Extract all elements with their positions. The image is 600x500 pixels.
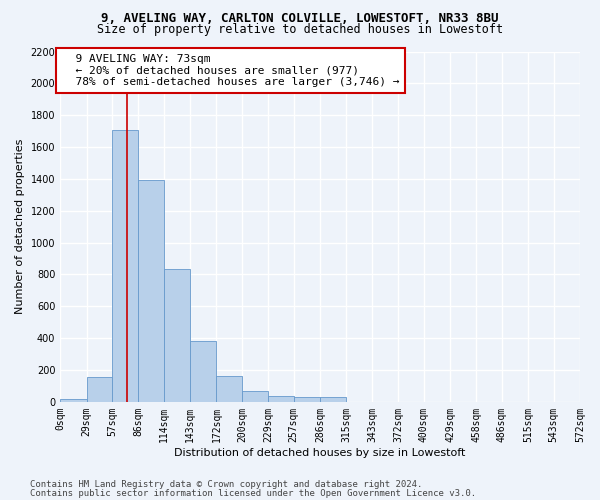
Bar bbox=[164, 269, 190, 402]
Bar bbox=[320, 397, 346, 402]
Y-axis label: Number of detached properties: Number of detached properties bbox=[15, 139, 25, 314]
Text: Contains public sector information licensed under the Open Government Licence v3: Contains public sector information licen… bbox=[30, 488, 476, 498]
X-axis label: Distribution of detached houses by size in Lowestoft: Distribution of detached houses by size … bbox=[175, 448, 466, 458]
Bar bbox=[217, 376, 242, 402]
Text: 9 AVELING WAY: 73sqm
  ← 20% of detached houses are smaller (977)
  78% of semi-: 9 AVELING WAY: 73sqm ← 20% of detached h… bbox=[62, 54, 400, 87]
Bar bbox=[112, 130, 139, 402]
Bar bbox=[242, 392, 268, 402]
Text: 9, AVELING WAY, CARLTON COLVILLE, LOWESTOFT, NR33 8BU: 9, AVELING WAY, CARLTON COLVILLE, LOWEST… bbox=[101, 12, 499, 26]
Text: Size of property relative to detached houses in Lowestoft: Size of property relative to detached ho… bbox=[97, 22, 503, 36]
Bar bbox=[268, 396, 294, 402]
Bar bbox=[139, 180, 164, 402]
Bar bbox=[294, 397, 320, 402]
Bar bbox=[86, 377, 112, 402]
Bar bbox=[60, 398, 86, 402]
Text: Contains HM Land Registry data © Crown copyright and database right 2024.: Contains HM Land Registry data © Crown c… bbox=[30, 480, 422, 489]
Bar bbox=[190, 340, 217, 402]
